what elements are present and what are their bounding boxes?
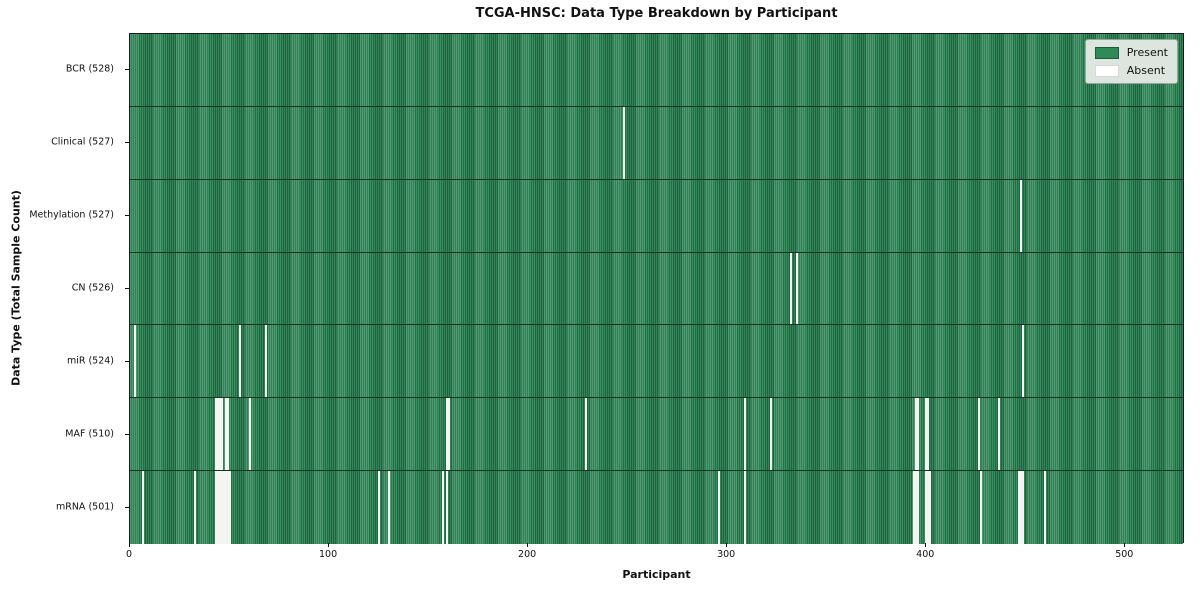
xtick-mark xyxy=(129,543,130,547)
absent-stripe xyxy=(229,471,232,544)
absent-stripe xyxy=(133,325,136,398)
absent-stripe xyxy=(441,471,444,544)
xtick-mark xyxy=(527,543,529,547)
absent-stripe xyxy=(217,398,220,471)
absent-stripe xyxy=(789,252,792,325)
absent-stripe xyxy=(924,471,927,544)
xtick-mark xyxy=(328,543,330,547)
legend: Present Absent xyxy=(1084,39,1178,84)
absent-stripe xyxy=(998,398,1001,471)
absent-stripe xyxy=(978,398,981,471)
ytick-mark xyxy=(125,288,129,289)
legend-label-present: Present xyxy=(1126,46,1168,59)
absent-stripe xyxy=(914,398,917,471)
ytick-label-Methylation: Methylation (527) xyxy=(29,209,114,221)
row-mRNA xyxy=(130,471,1183,544)
absent-stripe xyxy=(795,252,798,325)
absent-stripe xyxy=(378,471,381,544)
absent-stripe xyxy=(388,471,391,544)
absent-stripe xyxy=(223,471,226,544)
row-MAF xyxy=(130,398,1183,472)
absent-stripe xyxy=(225,471,228,544)
ytick-mark xyxy=(125,433,129,435)
absent-stripe xyxy=(980,471,983,544)
chart-title: TCGA-HNSC: Data Type Breakdown by Partic… xyxy=(475,6,838,21)
legend-label-absent: Absent xyxy=(1126,64,1166,77)
row-CN xyxy=(130,252,1183,326)
absent-stripe xyxy=(926,398,929,471)
absent-stripe xyxy=(219,471,222,544)
row-BCR xyxy=(130,34,1183,107)
ytick-label-mRNA: mRNA (501) xyxy=(55,501,114,513)
absent-stripe xyxy=(227,398,230,471)
xtick-mark xyxy=(925,543,927,547)
absent-stripe xyxy=(221,471,224,544)
ytick-mark xyxy=(125,215,129,217)
absent-stripe xyxy=(1018,471,1021,544)
absent-stripe xyxy=(1022,325,1025,398)
absent-stripe xyxy=(928,471,931,544)
absent-stripe xyxy=(926,471,929,544)
plot-area: Present Absent xyxy=(129,33,1184,544)
row-miR xyxy=(130,325,1183,399)
ytick-label-miR: miR (524) xyxy=(66,355,114,367)
xtick-label-300: 300 xyxy=(717,549,736,560)
absent-stripe xyxy=(193,471,196,544)
absent-stripe xyxy=(1020,471,1023,544)
absent-stripe xyxy=(219,398,222,471)
xtick-label-100: 100 xyxy=(318,549,338,560)
absent-stripe xyxy=(225,398,228,471)
ytick-mark xyxy=(125,360,129,362)
absent-stripe xyxy=(445,471,448,544)
absent-stripe xyxy=(622,106,625,179)
present-swatch-icon xyxy=(1094,46,1119,59)
absent-stripe xyxy=(445,398,448,471)
absent-stripe xyxy=(916,471,919,544)
absent-stripe xyxy=(584,398,587,471)
absent-stripe xyxy=(914,471,917,544)
absent-stripe xyxy=(447,398,450,471)
ytick-mark xyxy=(125,69,129,71)
absent-stripe xyxy=(916,398,919,471)
row-Methylation xyxy=(130,179,1183,253)
xtick-label-400: 400 xyxy=(916,549,935,560)
xtick-mark xyxy=(726,543,728,547)
absent-stripe xyxy=(718,471,721,544)
absent-stripe xyxy=(1043,471,1046,544)
absent-stripe xyxy=(249,398,252,471)
absent-stripe xyxy=(215,398,218,471)
absent-stripe xyxy=(1022,471,1025,544)
x-axis-label: Participant xyxy=(622,568,691,581)
legend-item-present: Present xyxy=(1094,46,1168,59)
absent-stripe xyxy=(1020,179,1023,252)
absent-stripe xyxy=(141,471,144,544)
ytick-mark xyxy=(125,506,129,508)
absent-stripe xyxy=(227,471,230,544)
ytick-mark xyxy=(125,142,129,144)
absent-swatch-icon xyxy=(1094,64,1119,77)
ytick-label-BCR: BCR (528) xyxy=(65,63,114,75)
absent-stripe xyxy=(239,325,242,398)
legend-item-absent: Absent xyxy=(1094,64,1168,77)
ytick-label-Clinical: Clinical (527) xyxy=(51,136,114,148)
absent-stripe xyxy=(769,398,772,471)
xtick-label-500: 500 xyxy=(1115,549,1134,560)
xtick-mark xyxy=(1124,543,1126,547)
rows-container xyxy=(130,34,1183,544)
absent-stripe xyxy=(217,471,220,544)
absent-stripe xyxy=(924,398,927,471)
absent-stripe xyxy=(265,325,268,398)
absent-stripe xyxy=(221,398,224,471)
xtick-label-0: 0 xyxy=(125,549,133,560)
absent-stripe xyxy=(743,471,746,544)
row-Clinical xyxy=(130,106,1183,180)
absent-stripe xyxy=(912,471,915,544)
ytick-label-MAF: MAF (510) xyxy=(65,428,114,440)
ytick-label-CN: CN (526) xyxy=(71,282,114,294)
absent-stripe xyxy=(743,398,746,471)
xtick-label-200: 200 xyxy=(518,549,537,560)
absent-stripe xyxy=(215,471,218,544)
